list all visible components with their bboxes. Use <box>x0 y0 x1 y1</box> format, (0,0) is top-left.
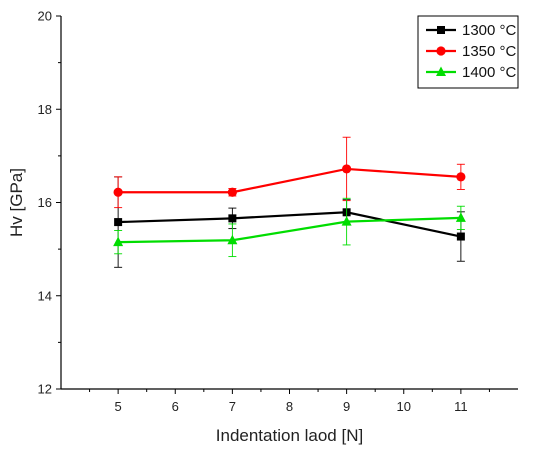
data-point <box>456 232 465 241</box>
x-axis-title: Indentation laod [N] <box>216 426 363 445</box>
x-tick-label: 9 <box>343 399 350 414</box>
series-1 <box>114 176 465 268</box>
x-tick-label: 7 <box>229 399 236 414</box>
axis-ticks: 5 6 7 8 9 10 11 12 14 16 18 20 <box>38 9 490 414</box>
data-point <box>342 164 352 174</box>
x-tick-label: 11 <box>454 399 468 414</box>
y-tick-label: 16 <box>38 195 52 210</box>
data-point <box>113 236 124 247</box>
y-axis-title: Hv [GPa] <box>7 168 26 237</box>
y-tick-label: 18 <box>38 102 52 117</box>
data-point <box>456 172 466 182</box>
data-point <box>114 218 123 227</box>
legend-swatch-marker <box>436 46 446 56</box>
series-line <box>118 216 461 244</box>
series-3 <box>113 197 466 258</box>
y-tick-label: 20 <box>38 9 52 24</box>
x-tick-label: 6 <box>172 399 179 414</box>
data-point <box>227 187 237 197</box>
legend-label: 1400 °C <box>462 64 517 81</box>
legend-swatch-marker <box>437 26 445 34</box>
x-tick-label: 10 <box>397 399 411 414</box>
y-tick-label: 14 <box>38 288 52 303</box>
legend-label: 1300 °C <box>462 22 517 39</box>
series-line <box>118 211 462 238</box>
data-point <box>341 216 352 226</box>
data-series <box>113 136 466 268</box>
data-point <box>227 234 238 245</box>
data-point <box>113 187 123 197</box>
data-point <box>228 214 237 223</box>
data-point <box>455 212 466 222</box>
legend: 1300 °C 1350 °C 1400 °C <box>417 15 519 89</box>
series-2 <box>113 136 466 209</box>
series-line <box>118 167 461 194</box>
y-tick-label: 12 <box>38 382 52 397</box>
legend-swatch-marker <box>436 66 446 76</box>
legend-label: 1350 °C <box>462 43 517 60</box>
x-tick-label: 5 <box>115 399 122 414</box>
x-tick-label: 8 <box>286 399 293 414</box>
